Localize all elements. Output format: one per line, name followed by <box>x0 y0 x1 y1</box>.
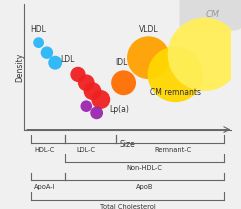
Text: CM remnants: CM remnants <box>150 88 201 97</box>
Point <box>53 61 57 64</box>
Text: HDL-C: HDL-C <box>35 147 55 153</box>
Text: IDL: IDL <box>115 58 128 67</box>
Text: HDL: HDL <box>31 25 47 34</box>
Point <box>84 104 88 108</box>
Text: LDL: LDL <box>60 55 75 64</box>
Text: ApoB: ApoB <box>136 184 153 190</box>
Point <box>37 41 40 44</box>
Text: Lp(a): Lp(a) <box>109 105 129 114</box>
Text: Remnant-C: Remnant-C <box>155 147 192 153</box>
Text: Total Cholesterol: Total Cholesterol <box>100 204 156 209</box>
Point <box>174 73 177 76</box>
Text: CM: CM <box>206 10 220 19</box>
FancyBboxPatch shape <box>180 0 241 31</box>
Point <box>76 73 80 76</box>
Point <box>99 98 103 101</box>
Text: Non-HDL-C: Non-HDL-C <box>126 165 162 171</box>
Point <box>84 81 88 84</box>
Text: VLDL: VLDL <box>139 25 158 34</box>
Point <box>45 51 49 54</box>
Point <box>91 89 94 93</box>
Point <box>122 81 126 84</box>
Point <box>202 53 206 56</box>
Text: LDL-C: LDL-C <box>77 147 96 153</box>
Point <box>147 56 150 59</box>
Text: ApoA-I: ApoA-I <box>34 184 56 190</box>
Point <box>95 111 99 115</box>
Text: Size: Size <box>120 140 136 149</box>
Y-axis label: Density: Density <box>15 52 24 82</box>
